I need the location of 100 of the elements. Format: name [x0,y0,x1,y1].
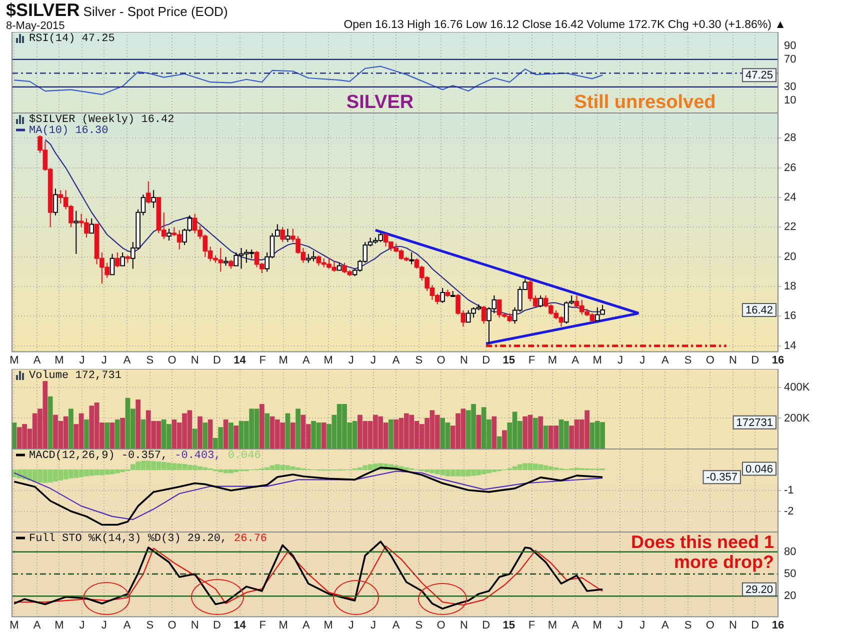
x-tick-label: F [259,354,266,366]
series-label: Volume 172,731 [29,370,122,382]
y-tick-label: 50 [784,568,796,580]
y-tick-label: 20 [784,590,796,602]
y-tick-label: 20 [784,250,796,263]
x-tick-label: A [123,354,132,366]
x-tick-label: M [54,619,64,632]
x-tick-label: N [190,354,199,366]
annotation: 172731 [736,416,773,429]
chart-subtitle: 8-May-2015 [6,20,65,32]
x-tick-label: A [302,354,310,366]
x-tick-label: N [460,619,468,632]
x-tick-label: M [324,354,333,366]
x-tick-label: S [684,619,692,632]
y-tick-label: 16 [784,310,796,322]
text: Open 16.13 High 16.76 Low 16.12 Close 16.42 Volume 172.7K Chg +0.30 (+1.86%) ▲ [344,19,786,31]
x-tick-label: J [348,619,354,632]
x-tick-label: M [278,619,288,632]
annotation: 47.25 [745,70,773,82]
x-tick-label: J [640,354,646,366]
x-tick-label: S [415,354,423,366]
x-tick-label: M [592,619,602,632]
y-tick-label: 80 [784,546,796,558]
x-tick-label: J [79,619,85,632]
x-tick-label: A [33,354,42,366]
x-tick-label: D [212,619,221,632]
x-tick-label: 14 [234,619,247,632]
x-tick-label: J [617,619,623,632]
x-tick-label: O [436,354,446,366]
y-tick-label: 26 [784,162,796,174]
x-tick-label: A [392,354,400,366]
x-tick-label: J [370,619,376,632]
y-tick-label: 28 [784,132,796,144]
y-tick-label: 70 [784,53,796,66]
x-tick-label: F [259,619,266,632]
text: RSI(14) 47.25 [29,32,115,45]
x-tick-label: 16 [772,619,784,632]
x-tick-label: F [528,619,536,632]
x-tick-label: F [528,354,536,366]
x-tick-label: A [572,354,580,366]
x-tick-label: N [190,619,199,632]
x-tick-label: J [101,354,107,366]
x-tick-label: M [324,619,333,632]
x-tick-label: O [706,619,715,632]
x-tick-label: J [348,354,354,366]
annotation: Does this need 1 more drop? [630,532,774,572]
series-label: 26.76 [234,532,268,545]
x-tick-label: O [706,354,715,366]
y-tick-label: 10 [784,94,796,107]
text: -0.403, [174,450,221,462]
x-tick-label: J [370,354,376,366]
x-tick-label: 15 [502,354,516,366]
y-tick-label: 24 [784,192,796,204]
x-tick-label: M [278,354,288,366]
chart-title: $SILVER Silver - Spot Price (EOD) [6,0,228,21]
x-tick-label: M [592,354,602,366]
y-tick-label: 18 [784,280,796,293]
annotation: SILVER [346,92,414,114]
x-tick-label: M [10,619,19,632]
x-tick-label: A [572,619,580,632]
x-tick-label: J [101,619,107,632]
x-tick-label: A [123,619,132,632]
x-tick-label: S [146,619,154,632]
x-tick-label: 16 [772,354,784,366]
annotation: -0.357 [706,472,738,484]
x-tick-label: 14 [234,354,247,366]
x-tick-label: A [662,619,670,632]
y-tick-label: -2 [784,505,794,518]
x-tick-label: O [168,619,177,632]
x-tick-label: D [482,354,490,366]
x-tick-label: D [482,619,490,632]
y-tick-label: 400K [784,381,810,394]
annotation: 0.046 [745,463,773,476]
y-tick-label: 90 [784,40,796,52]
x-tick-label: A [662,354,670,366]
y-tick-label: 30 [784,80,796,93]
x-tick-label: A [33,619,42,632]
annotation: Still unresolved [574,92,716,114]
series-label: $SILVER (Weekly) 16.42 [29,114,174,126]
x-tick-label: N [729,354,738,366]
x-tick-label: J [640,619,646,632]
x-tick-label: A [302,619,310,632]
x-tick-label: J [79,354,85,366]
x-tick-label: M [10,354,19,366]
series-label: 0.046 [228,450,261,462]
legend-label: MA(10) 16.30 [29,124,108,137]
x-tick-label: M [548,354,557,366]
x-tick-label: D [751,619,760,632]
x-tick-label: S [415,619,423,632]
x-tick-label: N [460,354,468,366]
x-tick-label: D [751,354,760,366]
x-tick-label: A [392,619,400,632]
x-tick-label: S [684,354,692,366]
x-tick-label: M [54,354,64,366]
x-tick-label: M [548,619,557,632]
annotation: 29.20 [745,584,773,596]
y-tick-label: 14 [784,340,796,352]
x-tick-label: S [146,354,154,366]
x-tick-label: O [436,619,446,632]
x-tick-label: 15 [502,619,516,632]
